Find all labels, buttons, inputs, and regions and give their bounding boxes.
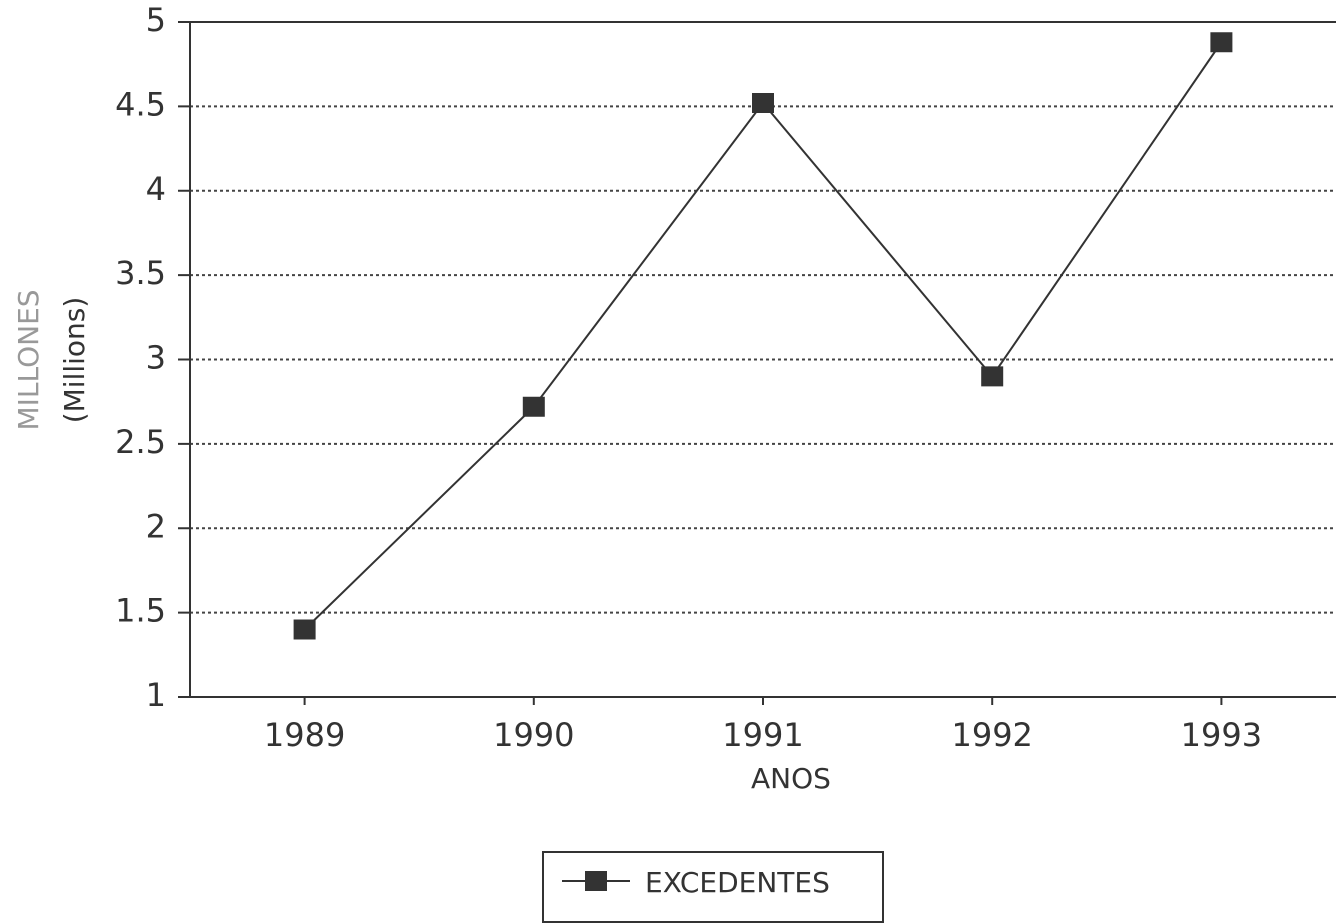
y-tick-label: 1.5 bbox=[115, 592, 166, 630]
data-point bbox=[752, 93, 774, 113]
x-tick-label: 1992 bbox=[951, 716, 1032, 754]
y-tick-label: 4 bbox=[146, 170, 166, 208]
data-point bbox=[522, 396, 545, 417]
legend-label: EXCEDENTES bbox=[645, 866, 830, 899]
x-tick-label: 1989 bbox=[264, 716, 345, 754]
data-line bbox=[303, 41, 1223, 631]
y-tick-label: 4.5 bbox=[115, 85, 166, 123]
y-axis-label: MILLONES bbox=[12, 289, 45, 430]
x-tick-label: 1990 bbox=[493, 716, 574, 754]
legend-marker bbox=[585, 871, 607, 891]
data-point bbox=[981, 366, 1004, 387]
x-axis-label: ANOS bbox=[751, 762, 831, 795]
y-tick-label: 2.5 bbox=[115, 423, 166, 461]
y-tick-label: 3.5 bbox=[115, 254, 166, 292]
data-point bbox=[1210, 32, 1233, 53]
x-tick-label: 1991 bbox=[722, 716, 803, 754]
legend-box bbox=[542, 851, 884, 923]
y-axis-label-note: (Millions) bbox=[58, 297, 91, 424]
y-tick-label: 2 bbox=[146, 507, 166, 545]
y-tick-label: 5 bbox=[146, 1, 166, 39]
data-point bbox=[293, 619, 316, 640]
x-tick-label: 1993 bbox=[1181, 716, 1262, 754]
y-tick-label: 3 bbox=[146, 339, 166, 377]
y-tick-label: 1 bbox=[146, 676, 166, 714]
